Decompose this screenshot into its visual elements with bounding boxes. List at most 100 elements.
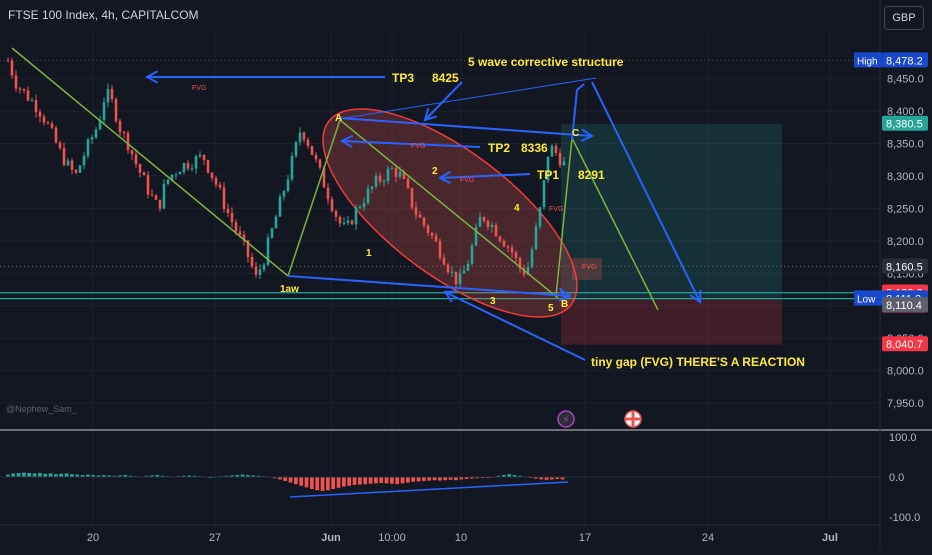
wave-label-C: C [572, 128, 579, 139]
candle-body [90, 137, 94, 140]
gap-arrow [444, 291, 586, 361]
candle-body [62, 148, 66, 166]
candle-body [266, 237, 270, 265]
oscillator-bar [560, 477, 565, 480]
oscillator-bar [390, 477, 394, 484]
candle-body [102, 102, 106, 120]
candle-body [138, 164, 142, 173]
candle-body [202, 154, 206, 160]
oscillator-bar [59, 473, 64, 477]
candle-body [186, 163, 190, 169]
candle-body [14, 75, 18, 89]
tp2-value: 8336 [521, 141, 548, 155]
price-badge-value: 8,040.7 [886, 339, 923, 351]
oscillator-bar [342, 477, 346, 487]
oscillator-bar [448, 477, 453, 480]
tp3-label: TP3 [392, 71, 414, 85]
candle-body [490, 224, 494, 227]
candle-body [518, 258, 522, 269]
candle-body [38, 111, 42, 117]
candle-body [486, 220, 490, 227]
oscillator-bar [555, 477, 560, 479]
oscillator-bar [75, 474, 80, 477]
wave-label-4: 4 [514, 203, 520, 214]
oscillator-bar [91, 475, 96, 477]
candle-body [66, 160, 70, 166]
oscillator-bar [112, 475, 117, 477]
currency-button[interactable]: GBP [884, 6, 924, 30]
oscillator-bar [43, 473, 48, 477]
candle-body [554, 145, 558, 153]
candle-body [150, 194, 154, 196]
candle-body [54, 127, 58, 143]
candle-body [18, 88, 22, 90]
oscillator-bar [32, 473, 37, 477]
c-path [571, 83, 585, 141]
oscillator-bar [464, 477, 469, 479]
wave-line-down [11, 47, 289, 277]
candle-body [538, 207, 542, 227]
wave-label-B: B [561, 299, 568, 310]
oscillator-bar [144, 475, 149, 477]
candle-body [154, 195, 158, 200]
candle-body [478, 216, 482, 227]
candle-body [526, 267, 530, 275]
position-loss-zone [561, 298, 782, 345]
oscillator-bar [550, 477, 554, 480]
y-tick-label: 8,400.0 [887, 106, 924, 118]
oscillator-bar [192, 475, 197, 477]
oscillator-bar [70, 474, 74, 477]
candle-body [390, 168, 394, 170]
candle-body [166, 179, 170, 184]
oscillator-tick: -100.0 [889, 512, 920, 524]
candle-body [506, 246, 510, 248]
oscillator-bar [496, 475, 501, 477]
candle-body [358, 207, 362, 209]
x-tick-label: 17 [579, 532, 591, 544]
oscillator-bar [123, 475, 128, 477]
candle-body [286, 179, 290, 191]
candle-body [438, 241, 442, 258]
oscillator-bar [331, 477, 336, 489]
structure-arrow-head [423, 108, 437, 122]
oscillator-bar [80, 475, 85, 477]
gap-arrow-head [443, 290, 458, 303]
candle-body [550, 145, 554, 157]
candle-body [26, 90, 30, 101]
oscillator-bar [422, 477, 426, 481]
candle-body [86, 139, 90, 156]
oscillator-bar [512, 475, 517, 477]
x-tick-label: 10:00 [378, 532, 406, 544]
candle-body [10, 60, 14, 76]
wave-label-A: A [335, 113, 342, 124]
candle-body [170, 174, 174, 180]
corrective-ellipse [322, 108, 578, 318]
oscillator-bar [352, 477, 357, 485]
candle-body [70, 160, 74, 170]
candle-body [258, 269, 262, 275]
oscillator-bar [304, 477, 309, 488]
candle-body [362, 203, 366, 208]
candle-body [450, 271, 454, 273]
candle-body [302, 132, 306, 140]
oscillator-bar [384, 477, 389, 484]
oscillator-bar [443, 477, 448, 481]
candle-body [250, 256, 254, 267]
oscillator-bar [54, 474, 58, 477]
candle-body [310, 145, 314, 155]
oscillator-bar [102, 475, 106, 477]
candle-body [226, 208, 230, 213]
oscillator-bar [22, 472, 26, 477]
price-badge-value: 8,110.4 [886, 300, 922, 312]
candle-body [230, 212, 234, 223]
candle-body [254, 266, 258, 275]
wave-projection [571, 137, 659, 311]
candle-body [458, 273, 462, 285]
x-tick-label: 24 [702, 532, 714, 544]
candle-body [546, 156, 550, 181]
gap-note-label: tiny gap (FVG) THERE'S A REACTION [591, 355, 805, 369]
candle-body [82, 155, 86, 166]
candle-body [142, 172, 146, 176]
